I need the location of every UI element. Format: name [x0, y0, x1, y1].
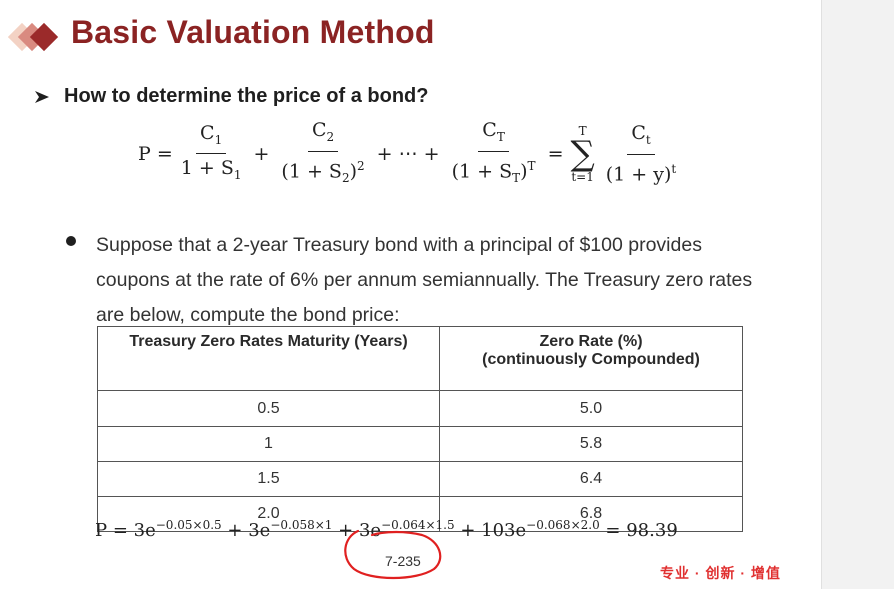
header-maturity: Treasury Zero Rates Maturity (Years): [97, 326, 440, 391]
header-zero-rate: Zero Rate (%) (continuously Compounded): [439, 326, 743, 391]
table-row: 1 5.8: [97, 426, 743, 462]
cell-rate: 5.0: [439, 390, 743, 427]
slide-title: Basic Valuation Method: [71, 14, 435, 50]
question-heading: How to determine the price of a bond?: [64, 85, 429, 107]
cell-maturity: 0.5: [97, 390, 440, 427]
result-value: 98.39: [626, 520, 678, 541]
table-row: 1.5 6.4: [97, 461, 743, 497]
cell-rate: 5.8: [439, 426, 743, 462]
table-row: 2.0 6.8: [97, 496, 743, 532]
cell-maturity: 1.5: [97, 461, 440, 497]
cell-rate: 6.8: [439, 496, 743, 532]
table-row: 0.5 5.0: [97, 390, 743, 427]
cell-rate: 6.4: [439, 461, 743, 497]
bullet-dot-icon: [66, 236, 76, 246]
bond-price-formula: P = C1 1 + S1 + C2 (1 + S2)2 + ⋯ + CT (1 + …: [138, 119, 677, 186]
problem-statement: Suppose that a 2-year Treasury bond with…: [96, 234, 753, 326]
footer-slogan: 专业 · 创新 · 增值: [660, 565, 781, 581]
header-zero-rate-line1: Zero Rate (%): [539, 333, 643, 350]
question-row: How to determine the price of a bond?: [34, 85, 428, 108]
header-zero-rate-line2: (continuously Compounded): [482, 351, 700, 368]
cell-maturity: 2.0: [97, 496, 440, 532]
diamond-logo-icon: [8, 22, 59, 52]
right-margin-strip: [821, 0, 894, 589]
red-annotation-circle-icon: [344, 529, 442, 580]
cell-maturity: 1: [97, 426, 440, 462]
zero-rates-table: Treasury Zero Rates Maturity (Years) Zer…: [97, 326, 743, 532]
page-number: 7-235: [385, 553, 421, 569]
result-formula: P = 3e−0.05×0.5 + 3e−0.058×1 + 3e−0.064×…: [95, 518, 678, 541]
table-header-row: Treasury Zero Rates Maturity (Years) Zer…: [97, 326, 743, 391]
arrow-bullet-icon: [35, 90, 49, 103]
